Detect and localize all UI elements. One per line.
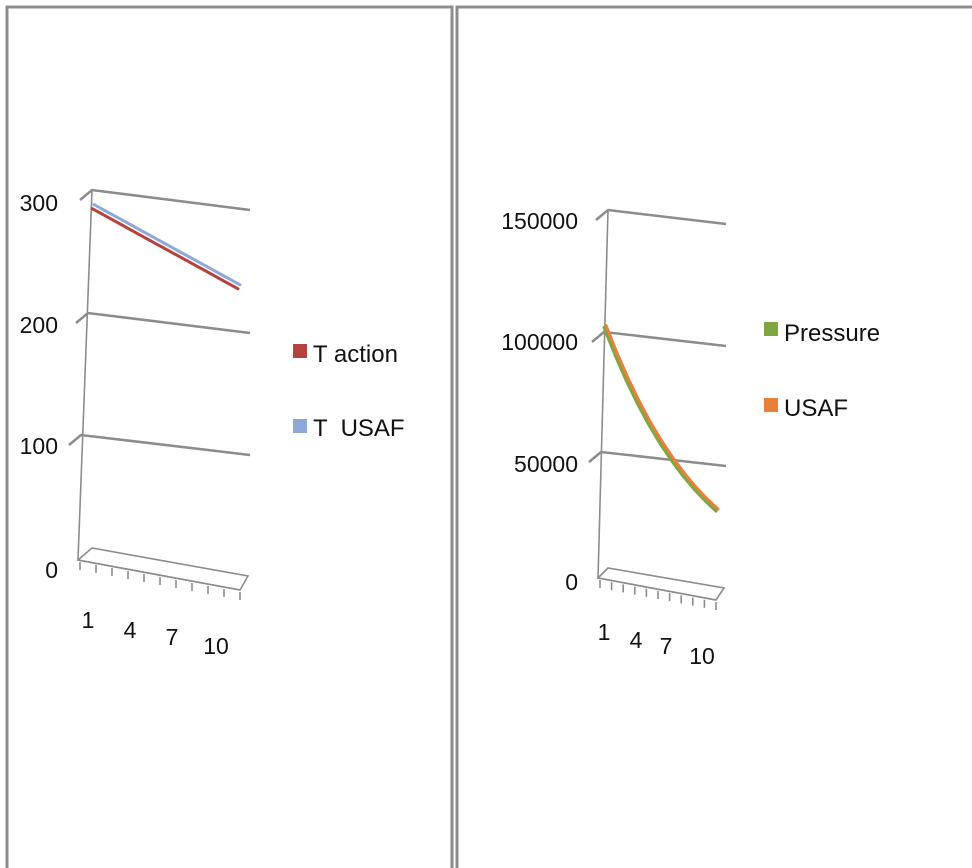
pressure-chart: 0 50000 100000 150000 1 4 7 10 Pressure … [501, 208, 880, 669]
left-chart-panel [5, 5, 454, 868]
y-tick-label: 100000 [501, 329, 578, 355]
x-tick-label: 1 [82, 607, 95, 633]
x-tick-label: 10 [203, 633, 229, 659]
x-tick-label: 7 [660, 633, 673, 659]
back-wall-left-edge [77, 189, 93, 561]
x-tick-label: 10 [689, 643, 715, 669]
gridline [75, 311, 251, 335]
y-tick-label: 150000 [501, 208, 578, 234]
right-chart-panel [455, 5, 972, 868]
x-tick-marks [599, 580, 717, 610]
x-tick-label: 7 [166, 624, 179, 650]
x-tick-label: 4 [630, 627, 643, 653]
y-tick-label: 200 [20, 312, 58, 338]
legend-swatch-pressure [764, 322, 778, 336]
gridline [68, 433, 251, 457]
gridlines [588, 208, 727, 468]
legend-swatch-t-action [293, 344, 307, 358]
back-wall-left-edge [597, 209, 609, 579]
series-line-usaf [604, 323, 720, 511]
legend-swatch-usaf [764, 398, 778, 412]
legend-swatch-t-usaf [293, 419, 307, 433]
temperature-chart: 0 100 200 300 1 4 7 10 T action T USAF [20, 188, 405, 659]
series-line-pressure [602, 325, 718, 513]
series-lines [90, 203, 242, 291]
legend-label-t-usaf: T USAF [313, 415, 405, 442]
y-tick-label: 100 [20, 433, 58, 459]
floor-front-edge [597, 577, 717, 601]
series-line-t-usaf [92, 203, 242, 287]
x-tick-label: 1 [598, 619, 611, 645]
gridline [588, 450, 727, 468]
y-tick-label: 0 [45, 557, 58, 583]
legend-label-usaf: USAF [784, 395, 848, 422]
series-line-t-action [90, 207, 240, 291]
legend-label-t-action: T action [313, 341, 398, 368]
gridline [79, 188, 251, 212]
gridline [591, 330, 727, 348]
y-tick-label: 0 [565, 569, 578, 595]
series-lines [602, 323, 720, 513]
x-tick-marks [79, 562, 241, 600]
floor-front-edge [77, 559, 241, 591]
x-tick-label: 4 [124, 617, 137, 643]
legend-label-pressure: Pressure [784, 320, 880, 347]
y-tick-label: 50000 [514, 451, 578, 477]
y-tick-label: 300 [20, 190, 58, 216]
gridline [595, 208, 727, 226]
gridlines [68, 188, 251, 457]
